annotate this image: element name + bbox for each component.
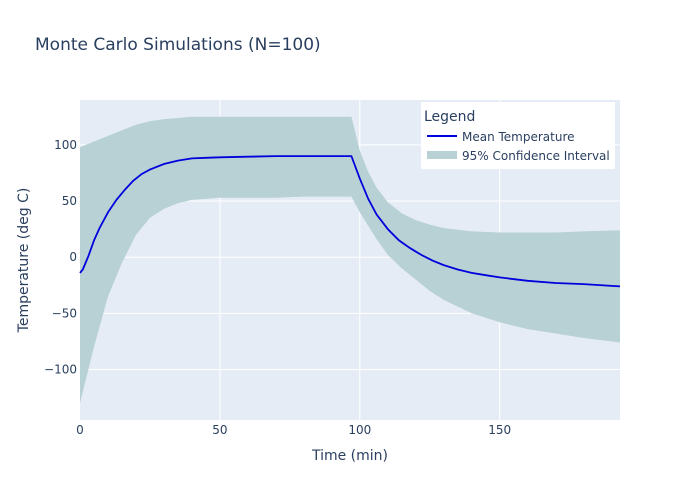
x-tick-label: 150 [488,423,511,437]
x-axis-ticks: 0 50 100 150 [76,423,511,437]
legend-title: Legend [424,109,475,125]
legend-area-swatch [427,151,457,159]
mean-temperature-line [79,155,621,288]
y-tick-label: −50 [52,306,77,320]
y-axis-ticks: −100 −50 0 50 100 [44,138,77,377]
legend-label-ci: 95% Confidence Interval [462,149,610,163]
y-tick-label: 100 [54,138,77,152]
y-tick-label: 50 [62,194,77,208]
y-tick-label: −100 [44,362,77,376]
legend-label-mean: Mean Temperature [462,130,575,144]
x-tick-label: 50 [212,423,227,437]
x-axis-title: Time (min) [311,448,388,464]
y-tick-label: 0 [69,250,77,264]
x-tick-label: 100 [348,423,371,437]
x-tick-label: 0 [76,423,84,437]
y-axis-title: Temperature (deg C) [16,188,32,334]
legend: Legend Mean Temperature 95% Confidence I… [421,102,615,169]
chart-title: Monte Carlo Simulations (N=100) [35,35,321,55]
confidence-interval-area [80,116,620,404]
